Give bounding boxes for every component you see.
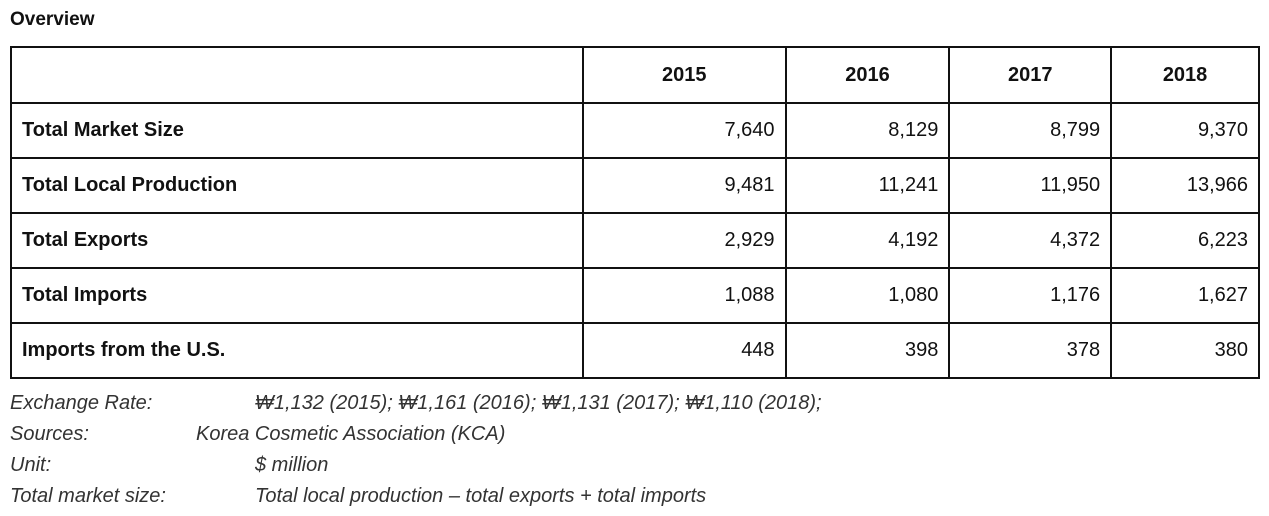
value-cell: 9,481 [581, 157, 787, 214]
value-cell: 6,223 [1110, 212, 1260, 269]
value-cell: 9,370 [1110, 102, 1260, 159]
table-row: Total Imports 1,088 1,080 1,176 1,627 [10, 267, 1260, 324]
value-cell: 1,627 [1110, 267, 1260, 324]
row-label: Imports from the U.S. [10, 322, 584, 379]
header-cell: 2017 [948, 46, 1113, 104]
value-cell: 11,241 [784, 157, 951, 214]
value-cell: 398 [784, 322, 951, 379]
note-value: Korea Cosmetic Association (KCA) [196, 423, 506, 445]
note-key: Unit: [10, 454, 52, 476]
table-row: Imports from the U.S. 448 398 378 380 [10, 322, 1260, 379]
value-cell: 1,088 [581, 267, 787, 324]
note-key: Exchange Rate: [10, 392, 153, 414]
value-cell: 378 [948, 322, 1113, 379]
row-label: Total Market Size [10, 102, 584, 159]
value-cell: 4,372 [948, 212, 1113, 269]
value-cell: 2,929 [581, 212, 787, 269]
overview-table: 2015 2016 2017 2018 Total Market Size 7,6… [10, 46, 1260, 379]
row-label: Total Exports [10, 212, 584, 269]
section-title: Overview [10, 9, 95, 30]
note-value: Total local production – total exports +… [255, 485, 707, 507]
value-cell: 8,799 [948, 102, 1113, 159]
table-row: Total Market Size 7,640 8,129 8,799 9,370 [10, 102, 1260, 159]
note-value: ₩1,132 (2015); ₩1,161 (2016); ₩1,131 (20… [255, 392, 822, 414]
value-cell: 13,966 [1110, 157, 1260, 214]
note-value: $ million [255, 454, 329, 476]
value-cell: 7,640 [581, 102, 787, 159]
value-cell: 1,080 [784, 267, 951, 324]
header-row: 2015 2016 2017 2018 [10, 46, 1260, 104]
value-cell: 448 [581, 322, 787, 379]
value-cell: 380 [1110, 322, 1260, 379]
note-key: Total market size: [10, 485, 166, 507]
header-cell: 2016 [784, 46, 951, 104]
value-cell: 8,129 [784, 102, 951, 159]
row-label: Total Local Production [10, 157, 584, 214]
value-cell: 11,950 [948, 157, 1113, 214]
row-label: Total Imports [10, 267, 584, 324]
header-cell: 2018 [1110, 46, 1260, 104]
value-cell: 1,176 [948, 267, 1113, 324]
header-cell: 2015 [581, 46, 787, 104]
table-row: Total Exports 2,929 4,192 4,372 6,223 [10, 212, 1260, 269]
value-cell: 4,192 [784, 212, 951, 269]
table-row: Total Local Production 9,481 11,241 11,950 1… [10, 157, 1260, 214]
note-key: Sources: [10, 423, 89, 445]
header-cell [10, 46, 584, 104]
